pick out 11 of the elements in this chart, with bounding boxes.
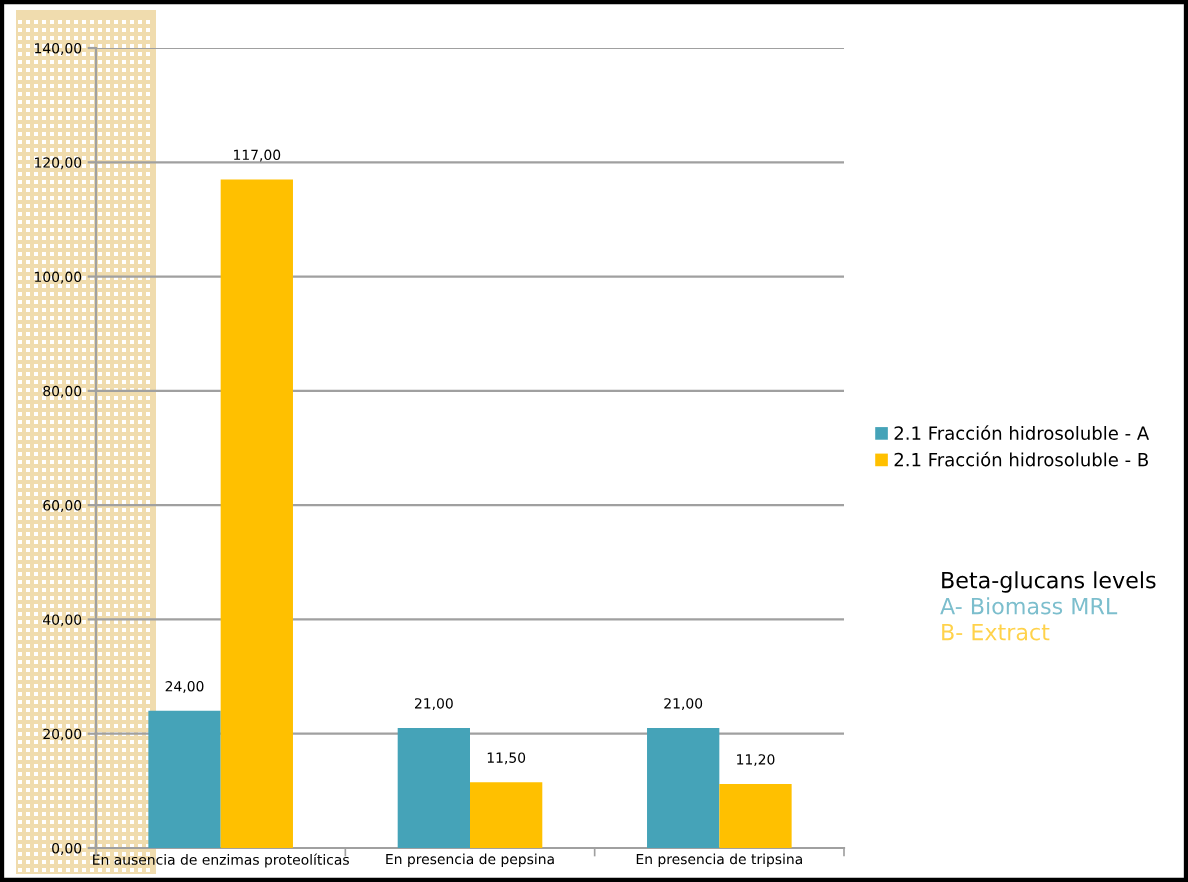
bar xyxy=(397,728,470,848)
text: A- Biomass MRL xyxy=(940,597,1118,615)
legend-label: 2.1 Fracción hidrosoluble - A xyxy=(894,425,1150,440)
bar xyxy=(148,710,221,848)
text: B- Extract xyxy=(942,623,1050,641)
legend-label: 2.1 Fracción hidrosoluble - B xyxy=(894,451,1148,467)
text: Beta-glucans levels xyxy=(942,571,1156,593)
bar xyxy=(220,179,293,848)
bar xyxy=(647,728,720,848)
bar xyxy=(719,784,792,848)
bar xyxy=(470,782,543,848)
